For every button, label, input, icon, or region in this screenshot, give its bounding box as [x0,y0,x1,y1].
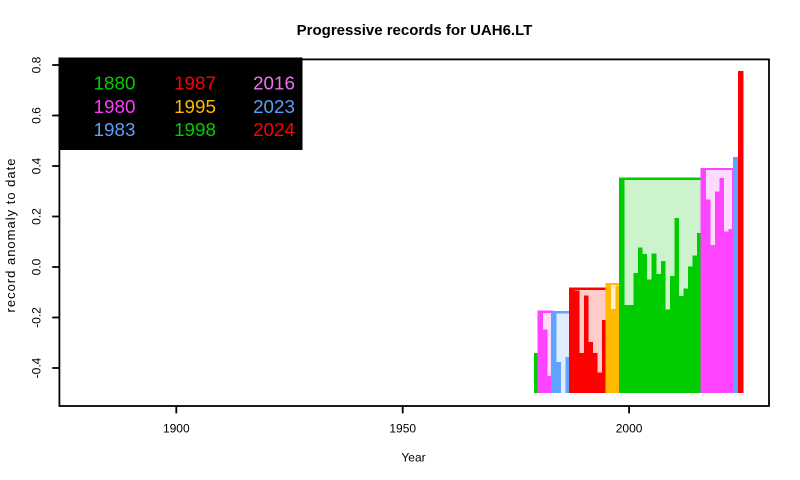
svg-text:1880: 1880 [94,73,136,94]
svg-text:1950: 1950 [389,422,416,436]
svg-text:-0.4: -0.4 [30,357,44,378]
svg-text:1995: 1995 [174,96,216,117]
svg-text:1983: 1983 [94,119,136,140]
svg-text:Progressive records for UAH6.L: Progressive records for UAH6.LT [297,22,533,39]
svg-text:Year: Year [401,451,425,465]
svg-text:0.8: 0.8 [30,56,44,73]
svg-text:1998: 1998 [174,119,216,140]
svg-text:0.6: 0.6 [30,107,44,124]
svg-text:record anomaly to date: record anomaly to date [3,158,18,313]
svg-text:2024: 2024 [253,119,295,140]
svg-text:2000: 2000 [616,422,643,436]
svg-text:1980: 1980 [94,96,136,117]
svg-text:1900: 1900 [163,422,190,436]
svg-text:2023: 2023 [253,96,295,117]
svg-text:2016: 2016 [253,73,295,94]
svg-text:0.2: 0.2 [30,208,44,225]
svg-text:0.4: 0.4 [30,157,44,174]
svg-text:0.0: 0.0 [30,258,44,275]
svg-text:-0.2: -0.2 [30,307,44,328]
svg-text:1987: 1987 [174,73,216,94]
